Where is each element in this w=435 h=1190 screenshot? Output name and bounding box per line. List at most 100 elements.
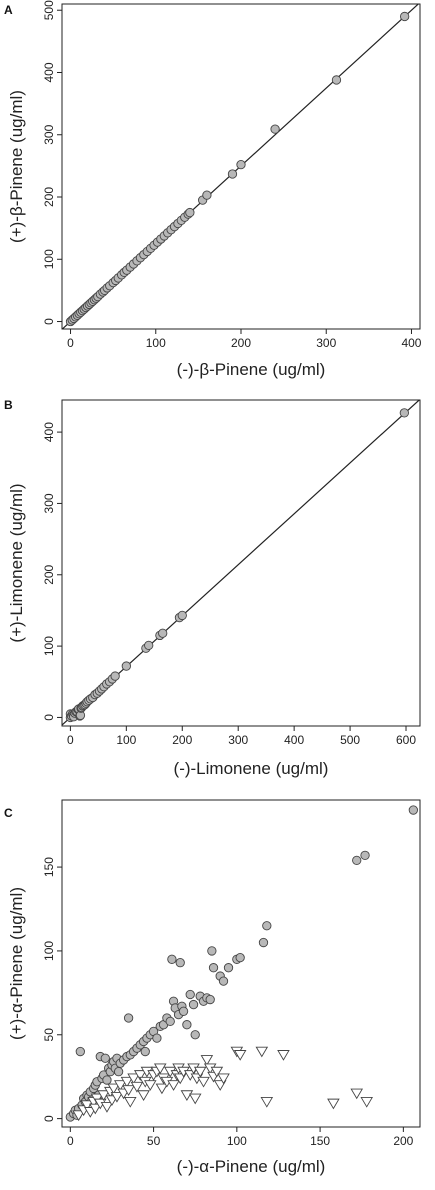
panel-c-point-triangle (153, 1063, 167, 1075)
panel-c-point-circle (113, 1067, 124, 1077)
panel-c-point-circle (140, 1046, 150, 1057)
panel-a-x-axis-title: (-)-β-Pinene (ug/ml) (177, 360, 326, 379)
panel-c-point-triangle (130, 1081, 144, 1093)
panel-c-point-triangle (255, 1046, 269, 1058)
panel-c-point-circle (175, 958, 185, 968)
panel-c-point-circle (235, 952, 245, 963)
panel-a-point-circle (236, 159, 246, 170)
panel-c-x-tick-label: 50 (147, 1134, 161, 1148)
panel-c-point-triangle (72, 1110, 85, 1122)
panel-c-point-circle (218, 976, 229, 986)
panel-c-point-circle (208, 963, 219, 973)
panel-b: B 0 100 200 300 400 500 600 0 100 200 300 400 (-)-Lim… (4, 398, 421, 778)
panel-c-point-circle (165, 1016, 175, 1027)
panel-a-x-tick-label: 400 (401, 336, 421, 350)
panel-b-x-tick-label: 500 (340, 733, 360, 747)
panel-c-series-triangle-down (72, 1046, 374, 1122)
panel-c-point-circle (408, 805, 418, 815)
panel-b-y-tick-label: 100 (42, 636, 56, 656)
panel-c-point-triangle (120, 1076, 134, 1088)
panel-c-series-circle (65, 805, 418, 1122)
panel-c-point-circle (167, 954, 177, 964)
panel-c-point-circle (205, 994, 215, 1005)
panel-a-y-tick-label: 200 (42, 187, 56, 207)
panel-a-plot-area (62, 4, 420, 329)
panel-c-point-circle (262, 921, 272, 931)
panel-a-point-circle (202, 190, 212, 200)
panel-b-point-circle (144, 640, 154, 651)
panel-b-reference-line (62, 400, 420, 726)
panel-b-plot-area (62, 400, 420, 726)
panel-b-y-tick-label: 200 (42, 564, 56, 584)
panel-c-point-circle (207, 946, 217, 956)
panel-c-point-triangle (155, 1083, 169, 1095)
panel-c-point-triangle (193, 1066, 207, 1078)
panel-b-point-circle (110, 671, 120, 681)
panel-a-x-tick-label: 300 (316, 336, 336, 350)
panel-c-y-tick-label: 0 (42, 1115, 56, 1122)
panel-c-point-circle (75, 1046, 85, 1057)
panel-c-point-circle (182, 1020, 192, 1030)
panel-b-point-circle (177, 610, 187, 621)
panel-c-point-triangle (260, 1097, 274, 1108)
panel-c-point-triangle (217, 1073, 230, 1085)
panel-c-point-triangle (180, 1090, 194, 1101)
panel-c-point-triangle (167, 1080, 180, 1091)
panel-c-point-triangle (277, 1050, 290, 1061)
panel-b-y-tick-label: 0 (42, 714, 56, 721)
panel-c-point-triangle (110, 1091, 124, 1103)
panel-c-point-triangle (122, 1085, 135, 1096)
panel-a-series-circle (65, 11, 410, 327)
panel-c-point-circle (123, 1013, 134, 1023)
panel-c-point-circle (352, 855, 362, 866)
panel-c-y-axis-title: (+)-α-Pinene (ug/ml) (7, 887, 26, 1040)
panel-a-y-tick-label: 500 (42, 0, 56, 20)
panel-c-point-triangle (107, 1083, 120, 1095)
panel-c-point-circle (223, 963, 234, 973)
panel-c-point-triangle (123, 1097, 137, 1108)
panel-a-x-tick-label: 0 (67, 336, 74, 350)
panel-a-x-tick-label: 100 (146, 336, 166, 350)
panel-c-point-circle (102, 1075, 112, 1085)
panel-c-y-tick-label: 150 (42, 857, 56, 877)
panel-c-point-triangle (80, 1100, 94, 1112)
panel-a-y-tick-label: 400 (42, 62, 56, 82)
panel-b-x-tick-label: 400 (284, 733, 304, 747)
panel-c-point-circle (178, 1006, 189, 1016)
panel-a-point-circle (185, 207, 195, 218)
panel-c-point-triangle (188, 1093, 202, 1105)
panel-b-point-circle (399, 408, 409, 418)
panel-c-point-triangle (233, 1050, 247, 1061)
panel-c-y-tick-label: 50 (42, 1028, 56, 1042)
panel-c-point-circle (190, 1030, 200, 1040)
panel-b-plot-frame (61, 399, 421, 727)
panel-c-x-tick-label: 150 (310, 1134, 330, 1148)
panel-c-point-triangle (327, 1098, 340, 1110)
panel-c-point-circle (258, 937, 269, 948)
panel-a-point-circle (400, 11, 410, 22)
panel-c-point-triangle (143, 1080, 157, 1091)
panel-c-point-triangle (89, 1103, 102, 1115)
panel-a-y-tick-label: 100 (42, 249, 56, 269)
panel-a-point-circle (331, 75, 342, 85)
panel-b-x-axis-title: (-)-Limonene (ug/ml) (174, 759, 329, 778)
panel-a: A 0 100 200 300 400 0 100 200 300 400 500 (-)-β-Pine… (4, 0, 422, 379)
panel-b-x-tick-label: 100 (116, 733, 136, 747)
panel-b-letter: B (4, 398, 13, 412)
panel-c-x-tick-label: 100 (227, 1134, 247, 1148)
panel-a-letter: A (4, 3, 13, 17)
panel-b-y-tick-label: 400 (42, 422, 56, 442)
panel-c-y-tick-label: 100 (42, 941, 56, 961)
panel-c-point-triangle (137, 1090, 150, 1101)
panel-c-point-triangle (200, 1055, 214, 1066)
panel-b-x-tick-label: 200 (172, 733, 192, 747)
panel-c-point-triangle (360, 1097, 374, 1108)
panel-b-point-circle (121, 661, 131, 671)
panel-a-y-tick-label: 300 (42, 124, 56, 144)
panel-c-point-triangle (197, 1076, 210, 1088)
panel-a-point-circle (227, 169, 238, 179)
panel-c: C 0 50 100 150 200 0 50 100 150 (-)-α-Pinene (ug/m… (4, 799, 421, 1176)
panel-b-x-tick-label: 0 (67, 733, 74, 747)
panel-b-x-tick-label: 600 (396, 733, 416, 747)
